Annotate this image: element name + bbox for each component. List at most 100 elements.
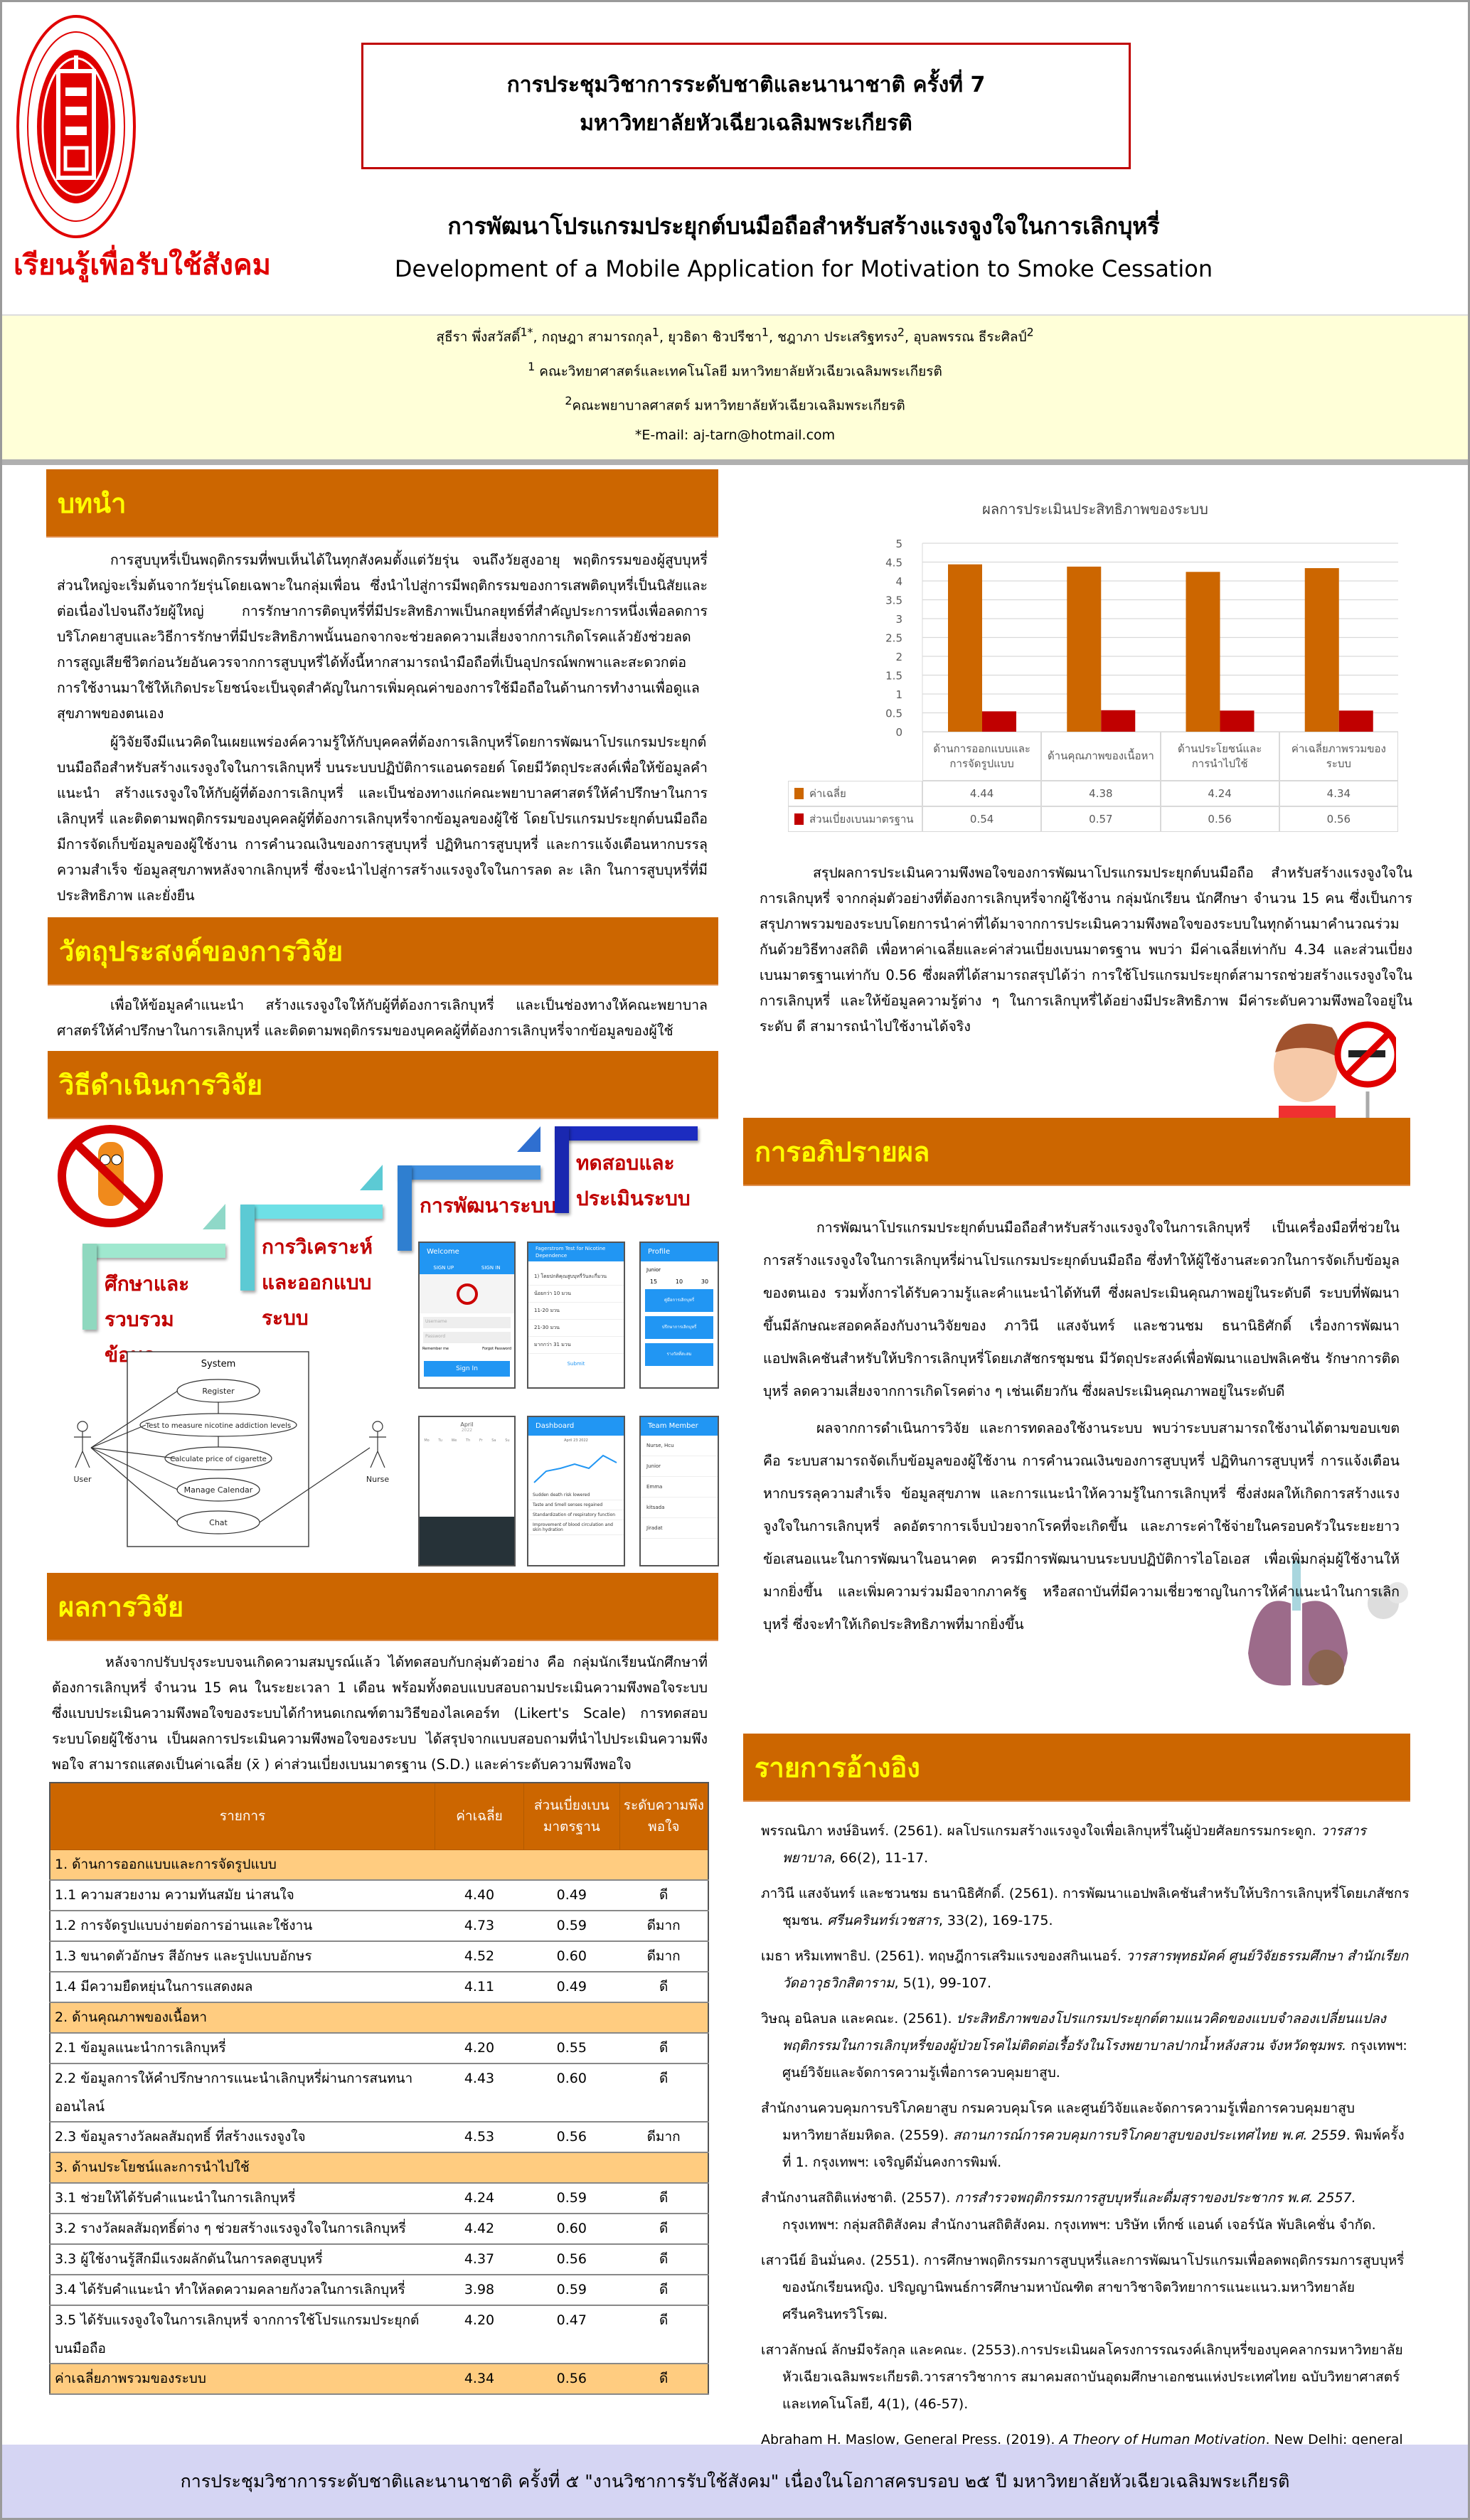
team-member[interactable]: Emma xyxy=(641,1477,718,1497)
cell-item: ค่าเฉลี่ยภาพรวมของระบบ xyxy=(50,2364,435,2395)
table-row: 3.1 ช่วยให้ได้รับคำแนะนำในการเลิกบุหรี่ 4… xyxy=(50,2183,708,2214)
section-header-results: ผลการวิจัย xyxy=(47,1573,718,1641)
reference-item: สำนักงานสถิติแห่งชาติ. (2557). การสำรวจพ… xyxy=(761,2184,1412,2238)
intro-paragraph: ผู้วิจัยจึงมีแนวคิดในเผยแพร่องค์ความรู้ใ… xyxy=(57,734,708,904)
author-sup: 1 xyxy=(651,326,659,339)
table-row: 1.4 มีความยืดหยุ่นในการแสดงผล 4.11 0.49 ดี xyxy=(50,1972,708,2003)
author: สุธีรา พึ่งสวัสดิ์1* xyxy=(436,326,533,345)
author: ยุวธิดา ชิวปรีชา1 xyxy=(668,326,769,345)
cell-item: 2.2 ข้อมูลการให้คำปรึกษาการแนะนำเลิกบุหร… xyxy=(50,2063,435,2123)
weekday-label: Tu xyxy=(438,1438,442,1443)
y-tick-label: 4.5 xyxy=(885,557,902,570)
legend-label: ส่วนเบี่ยงเบนมาตรฐาน xyxy=(809,812,914,826)
conference-line-1: การประชุมวิชาการระดับชาติและนานาชาติ ครั… xyxy=(506,73,986,97)
profile-button[interactable]: รางวัลที่สะสม xyxy=(645,1343,713,1366)
bar-mean xyxy=(1304,567,1339,732)
method-diagram: ศึกษาและรวบรวมข้อมูล การวิเคราะห์และออกแ… xyxy=(46,1124,719,1571)
author: อุบลพรรณ ธีระศิลป์2 xyxy=(913,326,1034,345)
reference-source: ศรีนครินทร์เวชสาร xyxy=(827,1913,939,1928)
author-sup: 2 xyxy=(1026,326,1034,339)
tab-sign-in[interactable]: SIGN IN xyxy=(481,1265,501,1271)
weekday-label: Th xyxy=(466,1438,471,1443)
reference-source: สถานการณ์การควบคุมการบริโภคยาสูบของประเท… xyxy=(952,2127,1346,2143)
table-row: 3.3 ผู้ใช้งานรู้สึกมีแรงผลักดันในการลดสู… xyxy=(50,2244,708,2275)
step-arrow-icon xyxy=(203,1204,225,1229)
section-header-objective: วัตถุประสงค์ของการวิจัย xyxy=(48,917,718,986)
team-member[interactable]: Jiradat xyxy=(641,1518,718,1539)
step-2-bar xyxy=(240,1205,255,1291)
reference-source: A Theory of Human Motivation xyxy=(1059,2432,1266,2447)
dashboard-date: April 23 2022 xyxy=(564,1438,588,1443)
test-option[interactable]: 11-20 มวน xyxy=(528,1303,624,1320)
remember-checkbox[interactable]: Remember me xyxy=(422,1347,449,1351)
author-name: กฤษฎา สามารถกุล xyxy=(541,329,652,346)
test-question: 1) โดยปกติคุณสูบบุหรี่วันละกี่มวน xyxy=(528,1269,624,1286)
profile-stat: 15 xyxy=(649,1278,658,1285)
team-member[interactable]: Junior xyxy=(641,1456,718,1477)
author: กฤษฎา สามารถกุล1 xyxy=(541,326,659,346)
tab-sign-up[interactable]: SIGN UP xyxy=(433,1265,454,1271)
y-tick-label: 2 xyxy=(895,651,902,663)
table-row: 3.2 รางวัลผลสัมฤทธิ์ต่าง ๆ ช่วยสร้างแรงจ… xyxy=(50,2214,708,2245)
table-row: 2.3 ข้อมูลรางวัลผลสัมฤทธิ์ ที่สร้างแรงจู… xyxy=(50,2122,708,2153)
reference-item: พรรณนิภา หงษ์อินทร์. (2561). ผลโปรแกรมสร… xyxy=(761,1817,1412,1872)
legend-label: ค่าเฉลี่ย xyxy=(809,786,846,800)
cell-item: 1.4 มีความยืดหยุ่นในการแสดงผล xyxy=(50,1972,435,2003)
screen-welcome: Welcome SIGN UP SIGN IN Username Password… xyxy=(418,1242,516,1389)
test-option[interactable]: มากกว่า 31 มวน xyxy=(528,1337,624,1354)
reference-source: ประสิทธิภาพของโปรแกรมประยุกต์ตามแนวคิดขอ… xyxy=(782,2011,1386,2054)
forgot-password-link[interactable]: Forgot Password xyxy=(482,1347,511,1351)
data-label: 4.38 xyxy=(1041,781,1161,806)
test-option[interactable]: น้อยกว่า 10 มวน xyxy=(528,1286,624,1303)
cell-level: ดี xyxy=(619,2275,708,2306)
y-tick-label: 0 xyxy=(895,726,902,739)
cell-sd: 0.60 xyxy=(523,1941,620,1972)
cell-mean: 4.40 xyxy=(435,1880,524,1911)
test-option[interactable]: 21-30 มวน xyxy=(528,1320,624,1337)
username-field[interactable]: Username xyxy=(423,1317,511,1328)
cell-sd: 0.60 xyxy=(523,2214,620,2245)
profile-button[interactable]: คู่มือการเลิกบุหรี่ xyxy=(645,1289,713,1312)
profile-button[interactable]: ปรึกษาการเลิกบุหรี่ xyxy=(645,1316,713,1339)
calendar-weekdays: Mo Tu We Th Fr Sa Su xyxy=(420,1438,514,1443)
reference-item: วิษณุ อนิลบล และคณะ. (2561). ประสิทธิภาพ… xyxy=(761,2005,1412,2086)
screen-title: Profile xyxy=(641,1243,718,1261)
team-member[interactable]: kitsada xyxy=(641,1497,718,1518)
keyboard[interactable] xyxy=(420,1517,514,1565)
password-field[interactable]: Password xyxy=(423,1332,511,1343)
reference-text: . พิมพ์ครั้งที่ 1. กรุงเทพฯ: เจริญดีมั่น… xyxy=(782,2127,1405,2170)
dashboard-line-chart xyxy=(533,1454,617,1483)
cell-item: 2.3 ข้อมูลรางวัลผลสัมฤทธิ์ ที่สร้างแรงจู… xyxy=(50,2122,435,2153)
submit-button[interactable]: Submit xyxy=(567,1361,585,1367)
author-name: ชฎาภา ประเสริฐทรง xyxy=(777,329,898,346)
cell-sd: 0.56 xyxy=(523,2122,620,2153)
step-arrow-icon xyxy=(517,1126,540,1152)
step-4-bar xyxy=(555,1126,698,1141)
cell-sd: 0.59 xyxy=(523,2183,620,2214)
step-1-bar xyxy=(82,1244,225,1258)
profile-name: Junior xyxy=(646,1267,661,1273)
cell-level: ดีมาก xyxy=(619,1911,708,1942)
results-text: หลังจากปรับปรุงระบบจนเกิดความสมบูรณ์แล้ว… xyxy=(52,1650,708,1778)
data-label: 4.34 xyxy=(1279,781,1398,806)
sign-in-button[interactable]: Sign In xyxy=(424,1361,510,1377)
cell-item: 3.3 ผู้ใช้งานรู้สึกมีแรงผลักดันในการลดสู… xyxy=(50,2244,435,2275)
table-row: 1.1 ความสวยงาม ความทันสมัย น่าสนใจ 4.40 0.… xyxy=(50,1880,708,1911)
team-member[interactable]: Nurse, Hcu xyxy=(641,1436,718,1456)
reference-item: สำนักงานควบคุมการบริโภคยาสูบ กรมควบคุมโร… xyxy=(761,2095,1412,2176)
cell-sd: 0.60 xyxy=(523,2063,620,2123)
calendar-month: April xyxy=(460,1421,474,1428)
cell-item: 2. ด้านคุณภาพของเนื้อหา xyxy=(50,2002,708,2034)
use-case: Register xyxy=(202,1387,235,1396)
legend-entry: ส่วนเบี่ยงเบนมาตรฐาน xyxy=(788,806,922,832)
affiliation-sup: 1 xyxy=(528,360,536,373)
cell-sd: 0.49 xyxy=(523,1880,620,1911)
affiliation-text: คณะพยาบาลศาสตร์ มหาวิทยาลัยหัวเฉียวเฉลิม… xyxy=(572,397,905,414)
affiliation-text: คณะวิทยาศาสตร์และเทคโนโลยี มหาวิทยาลัยหั… xyxy=(535,363,942,380)
reference-item: เสาวนีย์ อินมั่นคง. (2551). การศึกษาพฤติ… xyxy=(761,2247,1412,2328)
authors-band: สุธีรา พึ่งสวัสดิ์1*, กฤษฎา สามารถกุล1, … xyxy=(2,314,1468,459)
left-column: บทนำ การสูบบุหรี่เป็นพฤติกรรมที่พบเห็นได… xyxy=(46,469,719,2395)
data-label: 0.56 xyxy=(1160,806,1279,832)
objective-text: เพื่อให้ข้อมูลคำแนะนำ สร้างแรงจูงใจให้กั… xyxy=(57,993,708,1044)
dashboard-item: Taste and Smell senses regained xyxy=(528,1500,624,1510)
